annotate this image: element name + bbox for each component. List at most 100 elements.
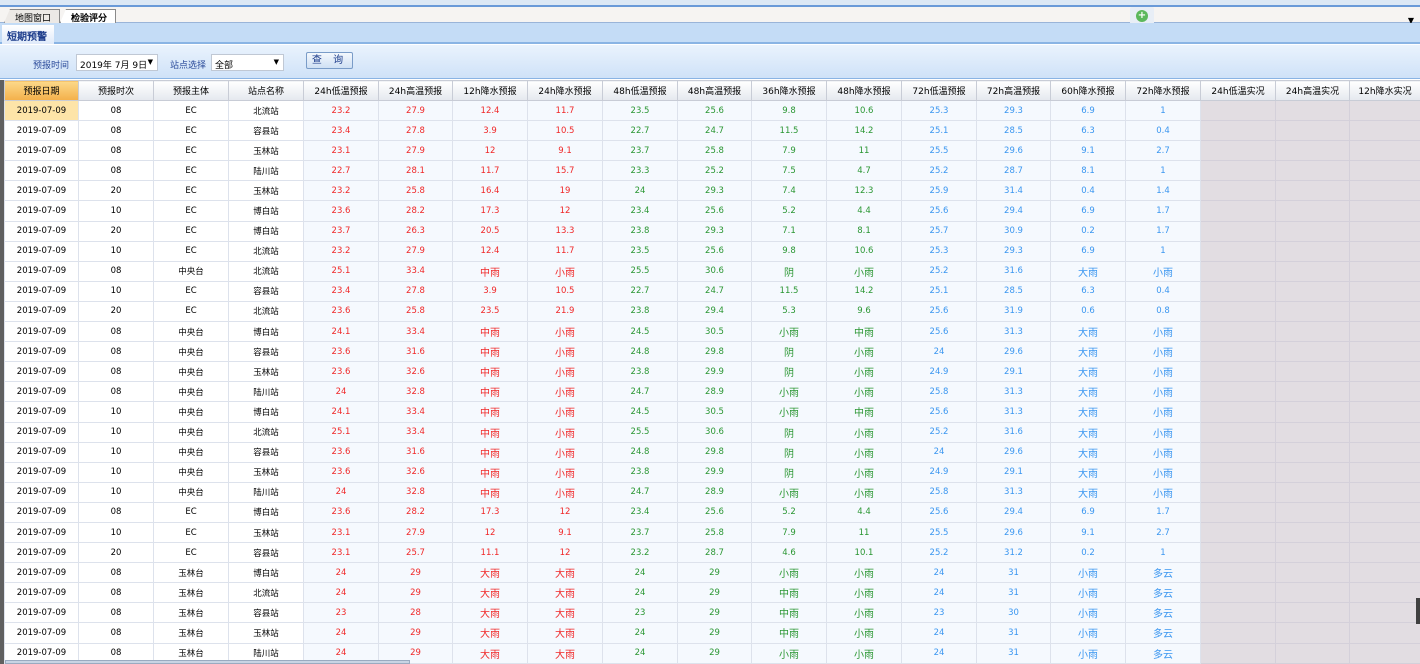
table-cell[interactable]: 31 [976,642,1051,664]
table-cell[interactable]: 24.7 [677,280,752,302]
table-cell[interactable]: 北流站 [228,582,304,604]
table-cell[interactable] [1200,441,1276,463]
table-cell[interactable] [1275,401,1350,423]
table-cell[interactable] [1200,200,1276,222]
table-cell[interactable] [1200,421,1276,443]
table-cell[interactable]: 24 [303,481,379,503]
table-cell[interactable]: EC [153,160,229,182]
table-row[interactable]: 2019-07-09 08 中央台 玉林站 23.6 32.6 中雨 小雨 23.8 29.9 阴小… [4,361,1420,383]
table-cell[interactable]: 大雨 [527,562,603,584]
table-cell[interactable]: 23 [303,602,379,624]
table-cell[interactable]: 北流站 [228,300,304,323]
table-cell[interactable]: 博白站 [228,501,304,523]
tab-list-dropdown-icon[interactable]: ▼ [1407,16,1414,25]
table-cell[interactable] [1275,180,1350,202]
table-row[interactable]: 2019-07-09 10 中央台 陆川站 24 32.8 中雨 小雨 24.7 28.9 小雨 小雨… [4,481,1420,503]
table-cell[interactable]: 27.9 [378,240,453,262]
table-cell[interactable]: 博白站 [228,220,304,242]
table-cell[interactable]: 11.5 [751,120,827,142]
caret-down-icon[interactable]: ▼ [273,58,279,66]
table-cell[interactable]: 29.8 [677,341,752,363]
table-row[interactable]: 2019-07-09 08 玉林台 陆川站 24 29 大雨 大雨 24 29 小雨 小雨 24 31 小雨… [4,642,1420,664]
table-cell[interactable]: 29 [677,582,752,604]
table-cell[interactable]: 2.7 [1125,521,1201,544]
table-cell[interactable]: EC [153,200,229,222]
table-cell[interactable]: 23.5 [602,99,678,122]
table-cell[interactable]: 11.1 [452,542,528,564]
table-cell[interactable]: 9.1 [1050,521,1126,544]
table-cell[interactable]: 小雨 [1125,341,1201,363]
table-cell[interactable]: 大雨 [1050,421,1126,443]
tab-short-term-warning[interactable]: 短期预警 [2,25,54,44]
table-row[interactable]: 2019-07-09 08 中央台 容县站 23.6 31.6 中雨 小雨 24.8 29.8 阴小… [4,341,1420,363]
table-cell[interactable]: 23.8 [602,220,678,242]
table-cell[interactable]: 08 [78,622,154,644]
table-cell[interactable]: 25.8 [378,180,453,202]
table-cell[interactable]: 29.9 [677,461,752,483]
table-cell[interactable]: 6.9 [1050,240,1126,262]
table-row[interactable]: 2019-07-09 10 中央台 容县站 23.6 31.6 中雨 小雨 24.8 29.8 阴小… [4,441,1420,463]
table-cell[interactable]: 6.9 [1050,200,1126,222]
table-cell[interactable]: 29 [378,622,453,644]
table-cell[interactable] [1200,401,1276,423]
table-cell[interactable]: 25.8 [378,300,453,323]
column-header[interactable]: 预报主体 [153,80,229,101]
table-cell[interactable]: 20 [78,300,154,323]
table-cell[interactable]: 中雨 [452,341,528,363]
table-cell[interactable]: 24 [901,562,977,584]
table-cell[interactable]: 玉林站 [228,521,304,544]
table-cell[interactable]: 10 [78,441,154,463]
table-cell[interactable]: 24 [303,642,379,664]
table-cell[interactable]: 9.1 [527,140,603,162]
table-cell[interactable] [1349,280,1420,302]
table-cell[interactable]: 容县站 [228,441,304,463]
table-cell[interactable] [1200,260,1276,282]
table-cell[interactable]: 27.8 [378,280,453,302]
table-cell[interactable]: 08 [78,361,154,383]
table-cell[interactable]: 2019-07-09 [4,120,79,142]
table-cell[interactable]: 30.5 [677,401,752,423]
table-cell[interactable] [1349,160,1420,182]
table-cell[interactable]: 0.8 [1125,300,1201,323]
table-cell[interactable]: 25.7 [901,220,977,242]
table-cell[interactable]: 33.4 [378,321,453,343]
table-cell[interactable]: 29.6 [976,140,1051,162]
table-cell[interactable]: 2019-07-09 [4,441,79,463]
table-cell[interactable]: 23.4 [602,200,678,222]
table-cell[interactable]: 30.9 [976,220,1051,242]
query-button[interactable]: 查 询 [306,52,353,69]
table-cell[interactable]: 29.6 [976,441,1051,463]
table-cell[interactable] [1275,501,1350,523]
table-cell[interactable]: 08 [78,321,154,343]
table-cell[interactable]: 小雨 [1050,642,1126,664]
table-cell[interactable]: 25.1 [303,421,379,443]
table-cell[interactable]: 12.4 [452,240,528,262]
table-cell[interactable]: 12 [527,200,603,222]
table-cell[interactable]: 小雨 [826,381,902,403]
table-cell[interactable]: 中央台 [153,381,229,403]
table-cell[interactable]: 玉林站 [228,622,304,644]
table-cell[interactable]: EC [153,99,229,122]
table-cell[interactable]: 24 [303,582,379,604]
table-cell[interactable]: 24 [901,582,977,604]
table-row[interactable]: 2019-07-09 10 EC 博白站 23.6 28.2 17.3 12 23.4 25.6 5… [4,200,1420,222]
table-cell[interactable]: 小雨 [1125,361,1201,383]
table-cell[interactable]: 小雨 [527,341,603,363]
table-cell[interactable]: 大雨 [1050,361,1126,383]
table-cell[interactable]: 2.7 [1125,140,1201,162]
table-cell[interactable]: 28.5 [976,120,1051,142]
table-cell[interactable]: 小雨 [527,421,603,443]
table-cell[interactable]: EC [153,120,229,142]
table-cell[interactable]: 2019-07-09 [4,280,79,302]
table-cell[interactable]: 08 [78,99,154,122]
table-cell[interactable] [1200,381,1276,403]
table-cell[interactable]: 阴 [751,441,827,463]
table-cell[interactable] [1200,180,1276,202]
table-cell[interactable]: 23.2 [602,542,678,564]
table-cell[interactable]: 17.3 [452,200,528,222]
table-cell[interactable] [1275,602,1350,624]
table-cell[interactable]: 北流站 [228,421,304,443]
table-cell[interactable]: 24.5 [602,401,678,423]
table-cell[interactable] [1349,180,1420,202]
table-cell[interactable]: 28.9 [677,381,752,403]
